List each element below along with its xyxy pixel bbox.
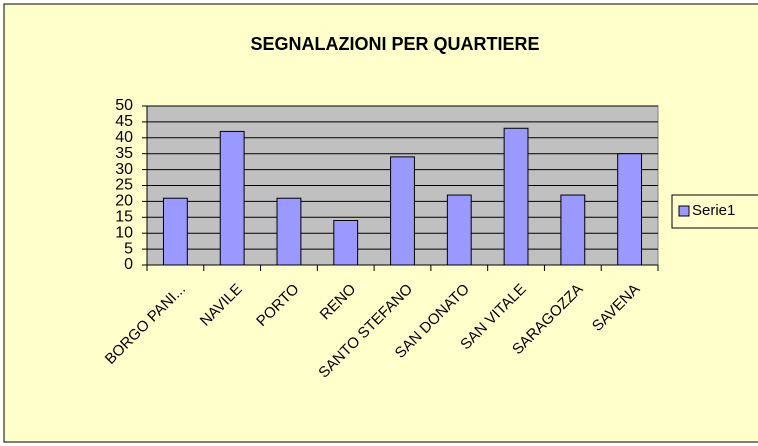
bar [276, 197, 302, 266]
bar [162, 197, 188, 266]
bar [390, 156, 415, 266]
y-tick-label: 35 [115, 145, 133, 162]
y-tick-label: 5 [124, 240, 133, 257]
bar [219, 130, 245, 266]
y-tick-label: 0 [124, 256, 133, 273]
y-tick-label: 40 [115, 129, 133, 146]
y-tick-label: 50 [115, 97, 133, 114]
bar [503, 127, 529, 266]
y-tick-label: 10 [115, 224, 133, 241]
y-tick-label: 20 [115, 193, 133, 210]
y-tick-label: 25 [115, 177, 133, 194]
bar [446, 194, 472, 266]
bar [560, 194, 586, 266]
legend-label: Serie1 [692, 202, 735, 219]
y-tick-label: 30 [115, 161, 133, 178]
bar [333, 219, 359, 266]
legend-swatch [678, 205, 690, 217]
bar [617, 153, 643, 266]
y-tick-label: 15 [115, 209, 133, 226]
y-tick-label: 45 [115, 113, 133, 130]
chart-title: SEGNALAZIONI PER QUARTIERE [250, 34, 539, 54]
